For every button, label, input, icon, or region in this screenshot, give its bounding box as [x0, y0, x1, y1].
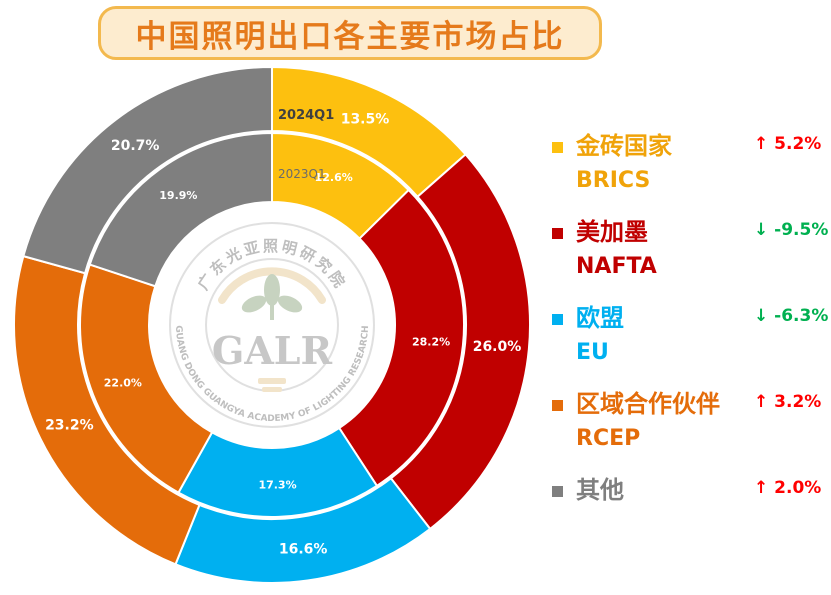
legend-item: 欧盟 EU ↓ -6.3%: [552, 302, 831, 368]
value-label-2023Q1-3: 22.0%: [104, 377, 142, 390]
value-label-2024Q1-2: 16.6%: [279, 542, 328, 558]
value-label-2024Q1-4: 20.7%: [111, 138, 160, 154]
legend-swatch: [552, 400, 563, 411]
value-label-2024Q1-3: 23.2%: [45, 418, 94, 434]
inner-ring: [79, 131, 465, 518]
legend-label-en: NAFTA: [576, 254, 657, 279]
bulb-base-icon-2: [262, 387, 282, 392]
legend-item: 其他 ↑ 2.0%: [552, 474, 831, 540]
slice-2024Q1-4: [22, 65, 273, 275]
legend-item: 区域合作伙伴 RCEP ↑ 3.2%: [552, 388, 831, 454]
ring-labels: 2024Q1 2023Q1: [278, 108, 334, 181]
legend-label-cn: 金砖国家: [576, 132, 672, 160]
nested-donut-chart: GALR 广东光亚照明研究院 GUANG DONG GUANGYA ACADEM…: [13, 65, 531, 584]
legend-label-cn: 欧盟: [576, 304, 624, 332]
value-labels: 13.5% 26.0% 16.6% 23.2% 20.7% 12.6% 28.2% 17.3%…: [45, 112, 521, 558]
legend-label-en: RCEP: [576, 426, 641, 451]
slice-2023Q1-1: [337, 188, 465, 488]
legend-swatch: [552, 314, 563, 325]
legend-change: ↓ -9.5%: [754, 220, 829, 240]
legend-change: ↑ 5.2%: [754, 134, 822, 154]
galr-watermark: GALR 广东光亚照明研究院 GUANG DONG GUANGYA ACADEM…: [169, 222, 375, 428]
legend-label-cn: 美加墨: [576, 218, 648, 246]
legend-change: ↑ 3.2%: [754, 392, 822, 412]
legend-item: 美加墨 NAFTA ↓ -9.5%: [552, 216, 831, 282]
legend-label-en: BRICS: [576, 168, 651, 193]
legend-change: ↑ 2.0%: [754, 478, 822, 498]
slice-2023Q1-4: [88, 131, 273, 288]
bulb-base-icon: [258, 378, 286, 384]
legend-item: 金砖国家 BRICS ↑ 5.2%: [552, 130, 831, 196]
legend-label-cn: 其他: [576, 476, 624, 504]
watermark-logo-text: GALR: [212, 328, 333, 373]
legend-label-cn: 区域合作伙伴: [576, 390, 720, 418]
value-label-2023Q1-4: 19.9%: [159, 189, 197, 202]
chart-title: 中国照明出口各主要市场占比: [135, 18, 565, 55]
leaf-icon: [241, 274, 303, 320]
ring-label-2023Q1: 2023Q1: [278, 167, 326, 181]
value-label-2023Q1-0: 12.6%: [315, 171, 353, 184]
legend-swatch: [552, 486, 563, 497]
value-label-2023Q1-1: 28.2%: [412, 336, 450, 349]
legend-change: ↓ -6.3%: [754, 306, 829, 326]
outer-ring: [13, 65, 531, 584]
lightbulb-arc-icon: [218, 267, 326, 304]
value-label-2024Q1-1: 26.0%: [473, 339, 522, 355]
legend-label-en: EU: [576, 340, 609, 365]
watermark-outer-ring: [169, 222, 375, 428]
legend-swatch: [552, 142, 563, 153]
title-box: 中国照明出口各主要市场占比: [98, 6, 602, 60]
ring-label-2024Q1: 2024Q1: [278, 108, 334, 123]
legend-swatch: [552, 228, 563, 239]
value-label-2024Q1-0: 13.5%: [341, 112, 390, 128]
value-label-2023Q1-2: 17.3%: [258, 479, 296, 492]
